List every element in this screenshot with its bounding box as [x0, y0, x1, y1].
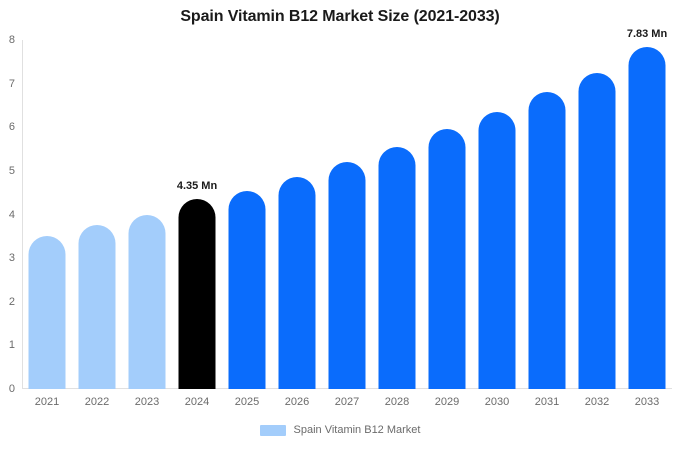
y-axis-tick-0: 0	[8, 383, 15, 395]
y-axis-tick-4: 4	[8, 208, 15, 221]
y-axis-tick-3: 3	[8, 252, 15, 265]
legend-swatch-spain-vitamin-b12-market	[259, 424, 286, 436]
x-axis-tick-2030: 2030	[484, 396, 510, 408]
y-axis-tick-8: 8	[8, 34, 15, 46]
bar-slot-2031	[522, 40, 572, 389]
bars-layer: 4.35 Mn 7.83 Mn	[22, 28, 672, 389]
bar-2032[interactable]	[578, 72, 616, 389]
bar-slot-2021	[22, 40, 72, 389]
x-axis-tick-2032: 2032	[584, 396, 610, 408]
y-axis-tick-5: 5	[8, 164, 15, 177]
bar-slot-2022	[72, 40, 122, 389]
y-axis-tick-7: 7	[8, 77, 15, 90]
bar-2021[interactable]	[28, 236, 66, 389]
bar-slot-2024: 4.35 Mn	[172, 40, 222, 389]
bar-2022[interactable]	[78, 225, 116, 389]
bar-2030[interactable]	[478, 111, 516, 389]
x-axis-tick-2029: 2029	[434, 396, 460, 408]
plot-area: 0 1 2 3 4 5 6 7 8 4.35 Mn 7.83 Mn	[9, 28, 672, 395]
x-axis-tick-2031: 2031	[534, 396, 560, 408]
x-axis-tick-2027: 2027	[334, 396, 360, 408]
legend-label-spain-vitamin-b12-market: Spain Vitamin B12 Market	[293, 424, 421, 436]
y-axis-tick-1: 1	[8, 339, 15, 352]
bar-2029[interactable]	[428, 129, 466, 389]
bar-slot-2023	[122, 40, 172, 389]
bar-slot-2028	[372, 40, 422, 389]
bar-2027[interactable]	[328, 162, 366, 389]
x-axis-tick-labels: 2021 2022 2023 2024 2025 2026 2027 2028 2029 2030…	[22, 396, 672, 412]
x-axis-tick-2023: 2023	[134, 396, 160, 408]
bar-2033[interactable]	[628, 47, 666, 389]
bar-slot-2029	[422, 40, 472, 389]
x-axis-tick-2022: 2022	[84, 396, 110, 408]
bar-slot-2025	[222, 40, 272, 389]
y-axis-tick-2: 2	[8, 295, 15, 308]
x-axis-tick-2028: 2028	[384, 396, 410, 408]
bar-2028[interactable]	[378, 146, 416, 389]
bar-2025[interactable]	[228, 190, 266, 389]
bar-slot-2032	[572, 40, 622, 389]
x-axis-tick-2024: 2024	[184, 396, 210, 408]
x-axis-tick-2025: 2025	[234, 396, 260, 408]
chart-title: Spain Vitamin B12 Market Size (2021-2033…	[180, 8, 500, 25]
bar-slot-2026	[272, 40, 322, 389]
x-axis-tick-2033: 2033	[634, 396, 660, 408]
bar-value-label-2024: 4.35 Mn	[176, 180, 218, 193]
bar-2023[interactable]	[128, 214, 166, 389]
bar-slot-2030	[472, 40, 522, 389]
x-axis-tick-2026: 2026	[284, 396, 310, 408]
bar-slot-2033: 7.83 Mn	[622, 28, 672, 389]
bar-value-label-2033: 7.83 Mn	[626, 28, 668, 41]
x-axis-tick-2021: 2021	[34, 396, 60, 408]
chart-legend: Spain Vitamin B12 Market	[0, 424, 680, 436]
y-axis-line	[22, 40, 23, 389]
bar-slot-2027	[322, 40, 372, 389]
bar-2024[interactable]	[178, 199, 216, 389]
bar-2031[interactable]	[528, 92, 566, 389]
y-axis-tick-6: 6	[8, 121, 15, 134]
bar-2026[interactable]	[278, 176, 316, 389]
